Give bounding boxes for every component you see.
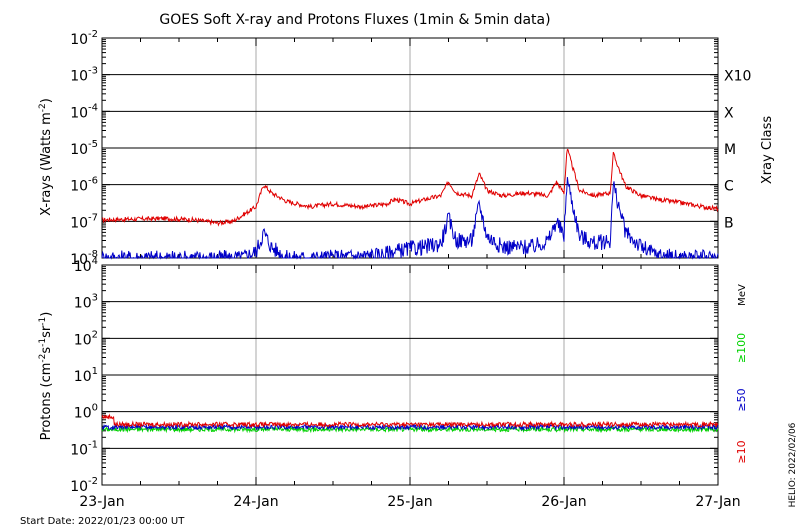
- x-tick-label: 23-Jan: [79, 494, 124, 510]
- proton-series-ge50: [101, 423, 719, 432]
- proton-ytick-exp: 2: [92, 329, 98, 340]
- xray-ytick-label: 10-7: [70, 212, 98, 231]
- xray-ylabel-base: X-rays (Watts m: [39, 112, 54, 216]
- xray-class-x: X: [724, 105, 734, 121]
- proton-series-ge10: [101, 413, 719, 429]
- xray-class-x10: X10: [724, 69, 751, 85]
- xray-ytick-exp: -2: [88, 29, 98, 40]
- x-tick-label: 24-Jan: [233, 494, 278, 510]
- proton-ytick-exp: -2: [88, 476, 98, 487]
- x-tick-labels: 23-Jan 24-Jan 25-Jan 26-Jan 27-Jan: [79, 494, 740, 510]
- proton-ylabel-mid2: sr: [39, 325, 54, 338]
- proton-ytick-exp: -1: [88, 439, 98, 450]
- proton-ylabel-exp2: -1: [38, 338, 48, 347]
- proton-ytick-label: 101: [74, 366, 98, 385]
- xray-ytick-exp: -7: [88, 212, 98, 223]
- proton-ylabel-tail: ): [39, 312, 54, 317]
- proton-ytick-exp: 3: [92, 293, 98, 304]
- proton-ytick-label: 102: [74, 329, 98, 348]
- xray-ytick-label: 10-5: [70, 139, 98, 158]
- proton-ytick-label: 10-1: [70, 439, 98, 458]
- xray-ytick-label: 10-4: [70, 102, 98, 121]
- xray-class-axis-label: Xray Class: [760, 116, 775, 184]
- xray-ytick-label: 10-2: [70, 29, 98, 48]
- xray-ytick-base: 10: [70, 179, 88, 195]
- xray-ytick-exp: -4: [88, 102, 98, 113]
- legend-ge100: ≥100: [735, 333, 748, 363]
- proton-ytick-base: 10: [70, 442, 88, 458]
- xray-series-long: [101, 148, 719, 227]
- xray-y-axis-label: X-rays (Watts m-2): [38, 98, 54, 216]
- proton-ytick-base: 10: [70, 479, 88, 495]
- xray-ytick-exp: -8: [88, 249, 98, 260]
- proton-ylabel-exp1: -2: [38, 354, 48, 363]
- proton-ytick-label: 104: [74, 256, 98, 275]
- xray-ytick-base: 10: [70, 69, 88, 85]
- proton-ytick-base: 10: [74, 406, 92, 422]
- xray-ytick-base: 10: [70, 105, 88, 121]
- proton-ytick-base: 10: [74, 259, 92, 275]
- proton-ytick-base: 10: [74, 369, 92, 385]
- xray-class-m: M: [724, 142, 736, 158]
- start-date: Start Date: 2022/01/23 00:00 UT: [20, 516, 185, 527]
- proton-ytick-exp: 4: [92, 256, 98, 267]
- proton-ytick-label: 100: [74, 403, 98, 422]
- proton-ytick-label: 103: [74, 293, 98, 312]
- x-tick-label: 26-Jan: [541, 494, 586, 510]
- xray-ytick-exp: -3: [88, 66, 98, 77]
- proton-ytick-base: 10: [74, 296, 92, 312]
- xray-ytick-label: 10-8: [70, 249, 98, 268]
- proton-ytick-exp: 0: [92, 403, 98, 414]
- proton-ytick-base: 10: [74, 332, 92, 348]
- x-tick-label: 25-Jan: [387, 494, 432, 510]
- xray-ylabel-tail: ): [39, 98, 54, 103]
- xray-class-c: C: [724, 179, 734, 195]
- chart-title: GOES Soft X-ray and Protons Fluxes (1min…: [159, 12, 550, 28]
- xray-class-b: B: [724, 215, 734, 231]
- xray-ytick-base: 10: [70, 32, 88, 48]
- xray-frame: [101, 37, 719, 259]
- xray-ytick-base: 10: [70, 215, 88, 231]
- legend-ge10: ≥10: [735, 440, 748, 463]
- xray-ytick-label: 10-3: [70, 66, 98, 85]
- x-tick-label: 27-Jan: [695, 494, 740, 510]
- proton-y-axis-label: Protons (cm-2s-1sr-1): [38, 312, 54, 441]
- xray-ytick-base: 10: [70, 142, 88, 158]
- xray-ytick-exp: -5: [88, 139, 98, 150]
- proton-ylabel-exp3: -1: [38, 317, 48, 326]
- xray-ytick-label: 10-6: [70, 176, 98, 195]
- xray-series-short: [101, 177, 719, 260]
- proton-ylabel-base: Protons (cm: [39, 363, 54, 441]
- legend-ge50: ≥50: [735, 388, 748, 411]
- proton-ytick-exp: 1: [92, 366, 98, 377]
- xray-ytick-base: 10: [70, 252, 88, 268]
- xray-ytick-exp: -6: [88, 176, 98, 187]
- proton-ylabel-mid: s: [39, 347, 54, 354]
- proton-ytick-label: 10-2: [70, 476, 98, 495]
- xray-ylabel-exp: -2: [38, 103, 48, 112]
- credit-label: HELIO: 2022/02/06: [788, 422, 798, 507]
- energy-unit-label: MeV: [737, 284, 748, 306]
